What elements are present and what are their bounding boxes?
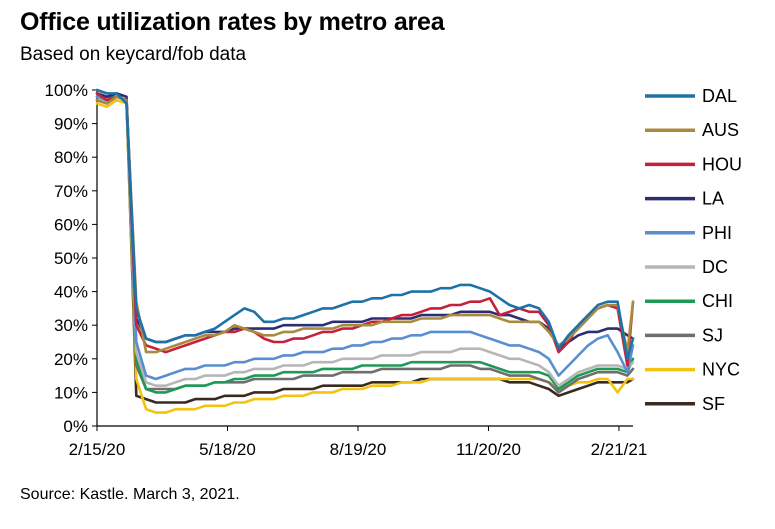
- series-line-dc: [95, 95, 635, 388]
- y-tick-label: 90%: [54, 115, 88, 134]
- legend-label-sf: SF: [702, 394, 725, 414]
- legend-label-hou: HOU: [702, 154, 742, 174]
- series-line-phi: [95, 95, 635, 381]
- y-tick-label: 50%: [54, 249, 88, 268]
- series-line-chi: [95, 92, 635, 394]
- legend-label-dal: DAL: [702, 86, 737, 106]
- series-line-dal: [95, 88, 635, 361]
- chart-subtitle: Based on keycard/fob data: [20, 44, 247, 65]
- legend-label-phi: PHI: [702, 223, 732, 243]
- series-line-hou: [95, 92, 635, 367]
- y-tick-label: 30%: [54, 316, 88, 335]
- chart-source: Source: Kastle. March 3, 2021.: [20, 486, 240, 503]
- x-tick-label: 2/21/21: [591, 440, 648, 459]
- y-tick-label: 60%: [54, 215, 88, 234]
- series-line-sf: [95, 95, 635, 404]
- y-tick-label: 40%: [54, 283, 88, 302]
- series-line-aus: [95, 95, 635, 354]
- legend-label-dc: DC: [702, 257, 728, 277]
- y-tick-label: 20%: [54, 350, 88, 369]
- legend-label-la: LA: [702, 189, 724, 209]
- series-line-la: [95, 92, 635, 351]
- y-tick-label: 10%: [54, 383, 88, 402]
- x-tick-label: 11/20/20: [456, 440, 521, 459]
- legend-label-aus: AUS: [702, 120, 739, 140]
- y-tick-label: 80%: [54, 148, 88, 167]
- y-tick-label: 0%: [63, 417, 88, 436]
- chart-title: Office utilization rates by metro area: [20, 8, 445, 36]
- legend-label-nyc: NYC: [702, 360, 740, 380]
- x-tick-label: 2/15/20: [69, 440, 126, 459]
- x-tick-label: 5/18/20: [199, 440, 256, 459]
- y-tick-label: 70%: [54, 182, 88, 201]
- legend-label-sj: SJ: [702, 325, 723, 345]
- x-tick-label: 8/19/20: [330, 440, 387, 459]
- legend-label-chi: CHI: [702, 291, 733, 311]
- y-tick-label: 100%: [45, 81, 88, 100]
